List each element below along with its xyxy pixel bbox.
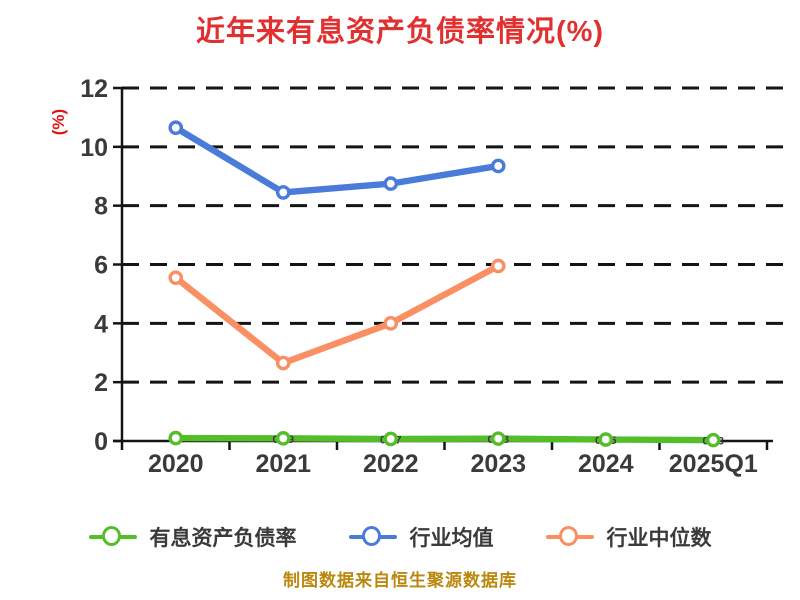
data-point-marker <box>383 316 399 331</box>
y-tick-label: 2 <box>94 369 108 397</box>
legend-label: 行业均值 <box>409 527 494 550</box>
legend: 有息资产负债率 行业均值 行业中位数 <box>0 522 800 552</box>
series-line-1 <box>172 124 502 196</box>
data-point-marker <box>383 431 399 447</box>
legend-marker-orange-icon <box>545 526 594 548</box>
data-point-marker <box>490 258 506 274</box>
legend-label: 有息资产负债率 <box>149 527 297 550</box>
legend-item-company-ratio[interactable]: 有息资产负债率 <box>88 522 297 552</box>
data-point-marker <box>168 120 184 136</box>
footer-credit: 制图数据来自恒生聚源数据库 <box>283 571 517 590</box>
y-tick-label: 10 <box>80 134 108 162</box>
data-point-marker <box>168 430 184 446</box>
legend-marker-blue-icon <box>348 526 397 548</box>
series-line-0 <box>172 434 717 444</box>
y-tick-label: 0 <box>94 428 108 456</box>
data-point-marker <box>168 270 184 286</box>
x-tick-label: 2021 <box>255 450 311 478</box>
data-point-marker <box>275 431 291 446</box>
x-tick-label: 2025Q1 <box>669 450 758 478</box>
data-point-marker <box>275 355 291 371</box>
y-tick-label: 12 <box>80 75 108 103</box>
legend-item-industry-mean[interactable]: 行业均值 <box>348 522 494 552</box>
x-tick-label: 2022 <box>363 450 419 478</box>
y-tick-label: 4 <box>94 310 108 338</box>
x-tick-label: 2020 <box>148 450 204 478</box>
chart-title: 近年来有息资产负债率情况(%) <box>195 16 605 48</box>
y-tick-label: 6 <box>94 252 108 280</box>
data-point-marker <box>383 176 399 191</box>
data-point-marker <box>275 185 291 200</box>
x-tick-label: 2023 <box>470 450 526 478</box>
y-tick-label: 8 <box>94 193 108 221</box>
data-point-marker <box>490 431 506 446</box>
legend-item-industry-median[interactable]: 行业中位数 <box>545 522 712 552</box>
x-tick-label: 2024 <box>578 450 634 478</box>
legend-label: 行业中位数 <box>606 527 712 550</box>
data-point-marker <box>598 432 614 447</box>
data-point-marker <box>705 432 721 448</box>
legend-marker-green-icon <box>88 526 137 548</box>
series-line-2 <box>172 262 502 367</box>
data-point-marker <box>490 158 506 174</box>
